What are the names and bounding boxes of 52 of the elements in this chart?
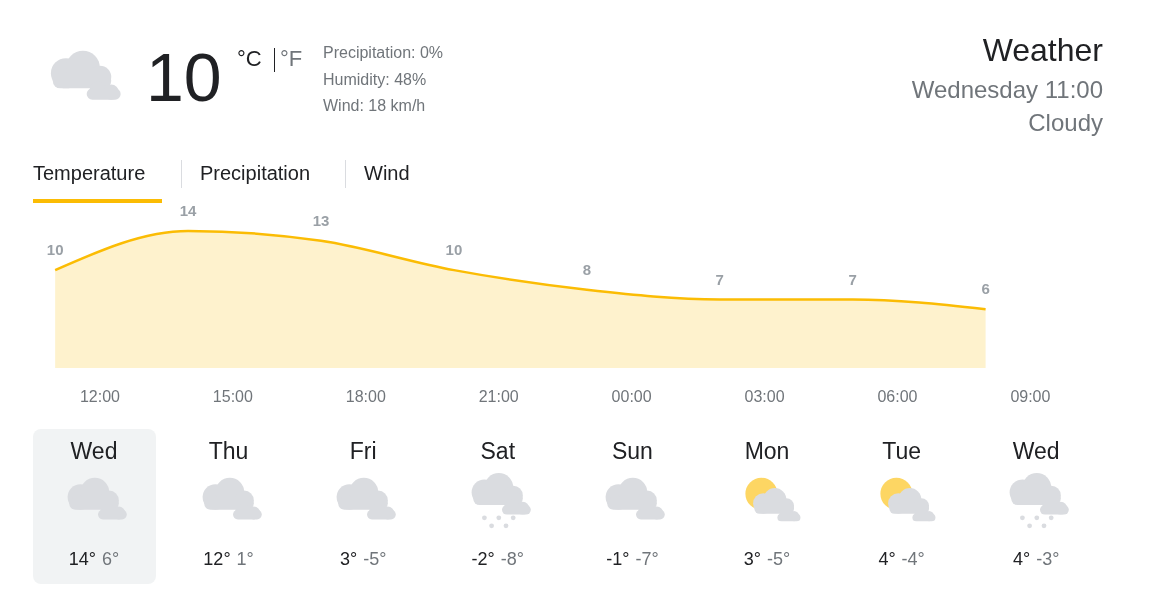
- text: Temperature: [33, 162, 146, 185]
- x-tick-label: 18:00: [345, 387, 386, 405]
- text: -4°: [901, 549, 925, 569]
- data-label: 6: [981, 280, 990, 298]
- text: Humidity: 48%: [323, 70, 427, 89]
- text: 4°: [1012, 549, 1031, 569]
- text: Cloudy: [1028, 109, 1103, 137]
- data-label: 10: [445, 241, 463, 259]
- text: 10: [146, 38, 222, 116]
- chart-title: Weather: [982, 32, 1103, 69]
- text: Sat: [479, 438, 517, 465]
- text: 12°: [203, 549, 231, 569]
- text: Wind: [364, 162, 410, 185]
- x-tick-label: 21:00: [478, 387, 519, 405]
- text: Wed: [69, 438, 119, 465]
- x-tick-label: 00:00: [611, 387, 652, 405]
- chart-subtitle: Wednesday 11:00: [911, 76, 1103, 104]
- text: Tue: [881, 438, 922, 465]
- text: -1°: [606, 549, 630, 569]
- text: -5°: [767, 549, 791, 569]
- text: 14°: [68, 549, 96, 569]
- data-label: 8: [582, 260, 591, 278]
- data-label: 7: [715, 270, 724, 288]
- x-tick-label: 12:00: [79, 387, 121, 405]
- text: Thu: [207, 438, 250, 465]
- x-tick-label: 09:00: [1010, 387, 1051, 405]
- x-tick-label: 15:00: [212, 387, 253, 405]
- text: -8°: [500, 549, 524, 569]
- text: Wind: 18 km/h: [323, 97, 426, 115]
- text: 4°: [878, 549, 896, 569]
- x-tick-label: 06:00: [877, 387, 918, 405]
- x-tick-label: 03:00: [744, 387, 785, 405]
- data-label: 13: [312, 211, 330, 229]
- data-label: 7: [848, 270, 857, 288]
- text: -5°: [363, 549, 387, 569]
- text: -3°: [1036, 549, 1060, 569]
- text: Mon: [743, 438, 791, 465]
- text: 6°: [102, 549, 120, 569]
- text: 1°: [236, 549, 254, 569]
- text: Fri: [348, 438, 378, 465]
- text: °C: [237, 46, 262, 72]
- text: Precipitation: 0%: [323, 44, 444, 62]
- text: Precipitation: [200, 162, 311, 185]
- text: Wed: [1011, 438, 1061, 465]
- text: Sun: [610, 438, 654, 465]
- data-label: 10: [46, 241, 64, 259]
- text: -2°: [471, 549, 495, 569]
- text: -7°: [635, 549, 659, 569]
- text: °F: [280, 46, 303, 72]
- text: 3°: [743, 549, 761, 569]
- text: 3°: [339, 549, 358, 569]
- data-label: 14: [179, 202, 198, 219]
